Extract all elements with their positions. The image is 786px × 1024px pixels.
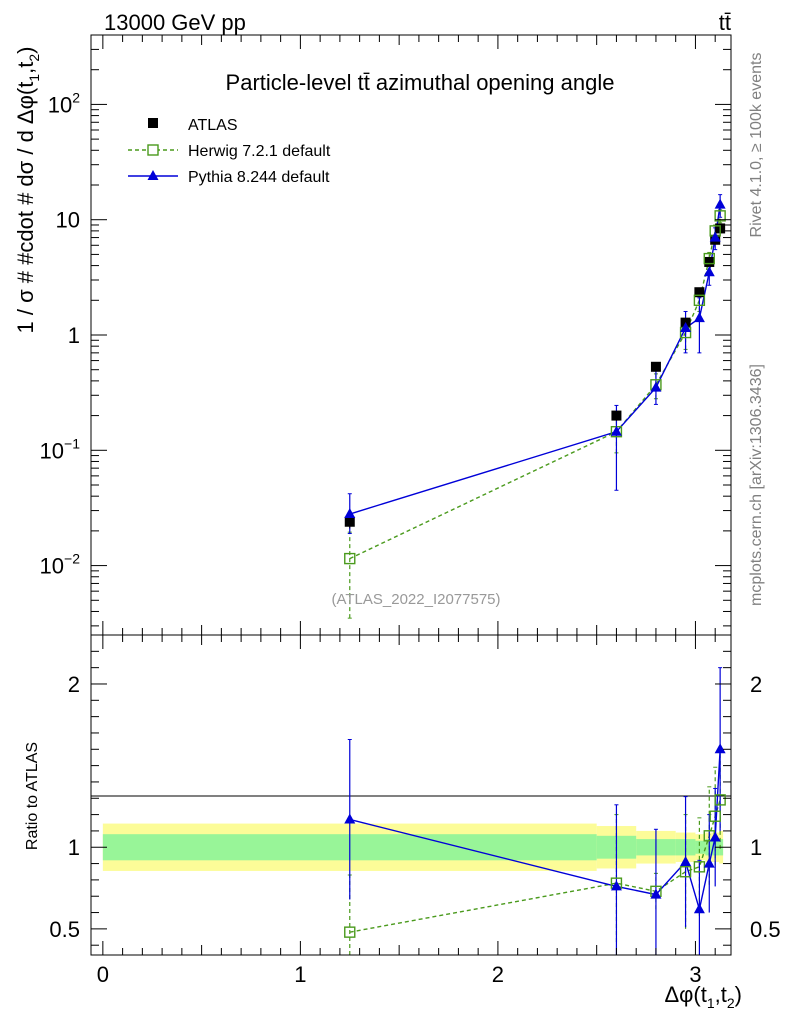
process-label: tt̄	[719, 10, 731, 35]
ratio-pythia-point	[714, 743, 726, 754]
legend-herwig-marker	[147, 144, 159, 156]
herwig-point	[344, 552, 356, 565]
legend-pythia-label: Pythia 8.244 default	[188, 169, 330, 186]
legend-herwig-label: Herwig 7.2.1 default	[188, 143, 331, 160]
herwig-point	[703, 252, 715, 265]
ratio-herwig-point	[344, 926, 356, 938]
main-y-tick-label: 10−1	[40, 435, 81, 463]
x-axis-label: Δφ(t1,t2)	[664, 982, 742, 1011]
main-y-tick-label: 10−2	[40, 551, 81, 579]
ratio-y-tick-label-right: 0.5	[750, 917, 781, 942]
atlas-point	[650, 361, 661, 372]
herwig-point	[693, 294, 706, 306]
ratio-pythia-point	[709, 831, 721, 842]
ratio-pythia-point	[610, 880, 622, 891]
main-y-axis-label: 1 / σ # #cdot # dσ / d Δφ(t1,t2)	[13, 47, 42, 334]
ratio-pythia-point	[650, 888, 662, 899]
rivet-label: Rivet 4.1.0, ≥ 100k events	[748, 53, 765, 238]
herwig-point	[714, 210, 726, 222]
legend-pythia-marker	[147, 170, 159, 180]
svg-text:1 / σ # #cdot # dσ / d Δφ(t1,t: 1 / σ # #cdot # dσ / d Δφ(t1,t2)	[13, 47, 42, 334]
pythia-point	[714, 198, 726, 209]
pythia-point	[709, 231, 721, 242]
ratio-band-inner	[695, 840, 706, 854]
main-panel: 10−2 10−1 1 10 102 Particle-level tt̄ azimut…	[13, 34, 732, 636]
main-y-tick-label: 1	[68, 323, 80, 348]
pythia-point	[703, 266, 715, 277]
main-frame	[90, 34, 732, 636]
pythia-point	[693, 312, 705, 323]
ratio-pythia-line	[349, 749, 721, 910]
pythia-point	[680, 322, 692, 333]
x-tick-label: 0	[97, 962, 109, 987]
main-title: Particle-level tt̄ azimuthal opening ang…	[226, 70, 615, 95]
ratio-herwig-point	[714, 794, 726, 806]
pythia-line	[349, 204, 721, 515]
atlas-point	[344, 516, 355, 527]
ratio-band-inner	[705, 839, 712, 856]
svg-text:Δφ(t1,t2): Δφ(t1,t2)	[664, 982, 742, 1011]
ratio-y-tick-label: 0.5	[49, 917, 80, 942]
pythia-point	[610, 425, 622, 436]
ratio-y-tick-label-right: 1	[750, 835, 762, 860]
ratio-pythia-point	[703, 857, 715, 868]
ratio-y-tick-label: 1	[68, 835, 80, 860]
atlas-point	[704, 256, 715, 267]
ratio-pythia-point	[344, 813, 356, 824]
ratio-y-tick-label: 2	[68, 672, 80, 697]
herwig-line	[349, 215, 721, 560]
legend-atlas-label: ATLAS	[188, 117, 238, 134]
x-tick-label: 3	[689, 962, 701, 987]
main-y-tick-label: 10	[56, 208, 80, 233]
pythia-point	[650, 381, 662, 392]
ratio-y-axis-label: Ratio to ATLAS	[24, 742, 41, 850]
atlas-point	[694, 287, 705, 298]
ratio-pythia-point	[680, 855, 692, 866]
ratio-herwig-point	[679, 866, 692, 878]
x-tick-label: 1	[294, 962, 306, 987]
pythia-point	[344, 508, 356, 519]
main-y-tick-label: 102	[48, 89, 80, 117]
x-tick-label: 2	[492, 962, 504, 987]
atlas-point	[611, 410, 622, 421]
legend-atlas-marker	[148, 118, 158, 128]
ratio-y-tick-label-right: 2	[750, 672, 762, 697]
ratio-herwig-point	[709, 810, 721, 822]
energy-label: 13000 GeV pp	[104, 10, 246, 35]
mcplots-label: mcplots.cern.ch [arXiv:1306.3436]	[748, 364, 765, 606]
ratio-frame	[90, 634, 732, 956]
ratio-pythia-point	[693, 903, 705, 914]
ratio-panel: 0.5 0.5 1 1 2 2 0 1 2 3 Ratio to ATLAS Δφ(t1,t2)	[24, 634, 781, 1011]
analysis-watermark: (ATLAS_2022_I2077575)	[331, 591, 500, 608]
legend: ATLAS Herwig 7.2.1 default Pythia 8.244 de…	[128, 117, 331, 186]
